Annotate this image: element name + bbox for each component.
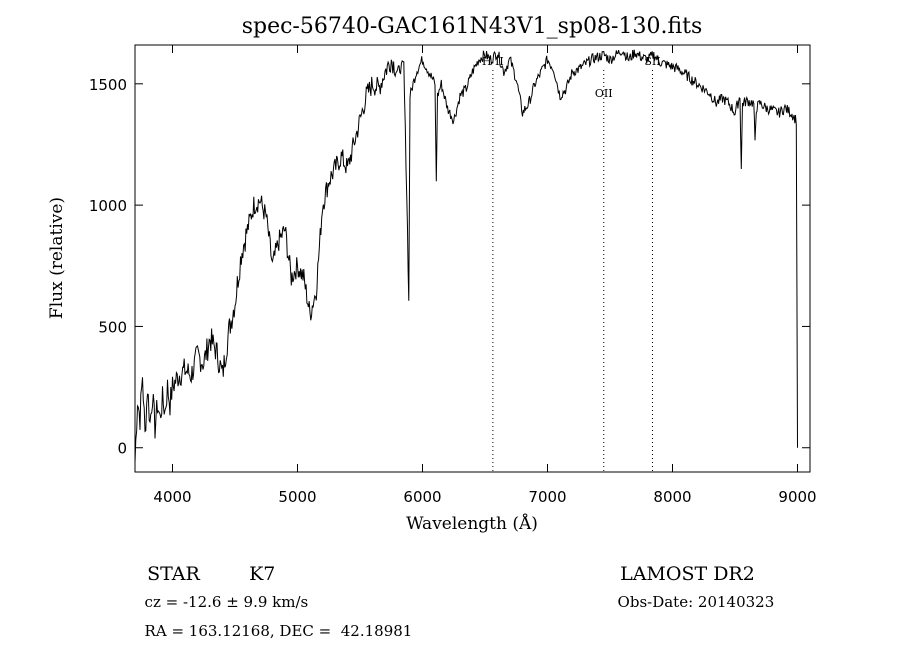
coordinates: RA = 163.12168, DEC = 42.18981 (135, 604, 413, 640)
object-subclass-value: K7 (249, 563, 276, 585)
y-tick-label: 1000 (89, 197, 127, 215)
object-subclass: K7 (237, 541, 275, 585)
survey-name: LAMOST DR2 (608, 541, 755, 585)
x-axis-ticks: 4000 5000 6000 7000 8000 9000 (153, 45, 817, 506)
coordinates-value: RA = 163.12168, DEC = 42.18981 (144, 622, 413, 640)
y-axis-ticks: 0 500 1000 1500 (89, 76, 810, 458)
x-tick-label: 7000 (528, 488, 566, 506)
object-class-value: STAR (147, 563, 200, 585)
survey-name-value: LAMOST DR2 (620, 563, 755, 585)
x-tick-label: 6000 (403, 488, 441, 506)
x-tick-label: 9000 (778, 488, 816, 506)
y-axis-label: Flux (relative) (47, 197, 67, 319)
observation-date: Obs-Date: 20140323 (608, 575, 775, 611)
x-tick-label: 4000 (153, 488, 191, 506)
x-axis-label: Wavelength (Å) (406, 513, 538, 534)
y-tick-label: 500 (98, 318, 127, 336)
chart-title: spec-56740-GAC161N43V1_sp08-130.fits (242, 14, 703, 39)
redshift-velocity-value: cz = -12.6 ± 9.9 km/s (144, 593, 309, 611)
observation-date-value: Obs-Date: 20140323 (617, 593, 775, 611)
spectrum-line (134, 49, 798, 463)
emission-line-label: OII (595, 87, 613, 100)
redshift-velocity: cz = -12.6 ± 9.9 km/s (135, 575, 309, 611)
object-class: STAR (135, 541, 200, 585)
x-tick-label: 8000 (653, 488, 691, 506)
x-tick-label: 5000 (278, 488, 316, 506)
plot-frame (134, 44, 811, 473)
y-tick-label: 1500 (89, 76, 127, 94)
y-tick-label: 0 (117, 440, 127, 458)
